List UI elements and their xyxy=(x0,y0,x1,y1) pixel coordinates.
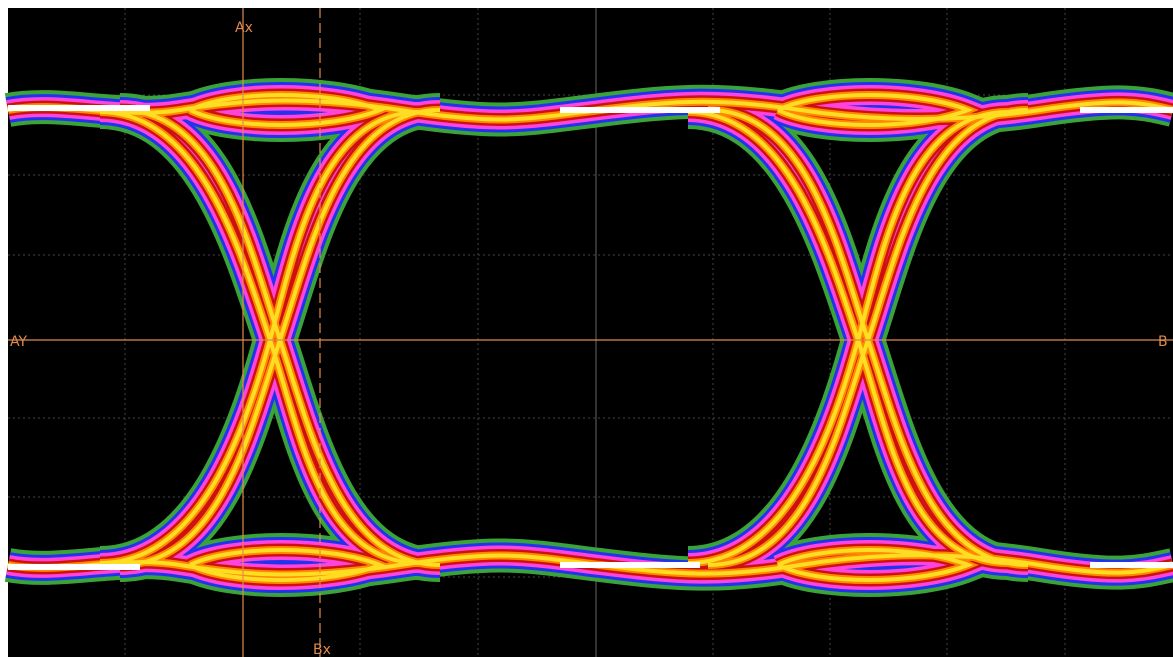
cursor-label: B xyxy=(1158,334,1168,350)
cursor-label: Ax xyxy=(235,20,253,36)
hot-spots xyxy=(8,105,1173,570)
cursor-label: Bx xyxy=(313,642,331,657)
cursor-label: AY xyxy=(10,334,27,350)
